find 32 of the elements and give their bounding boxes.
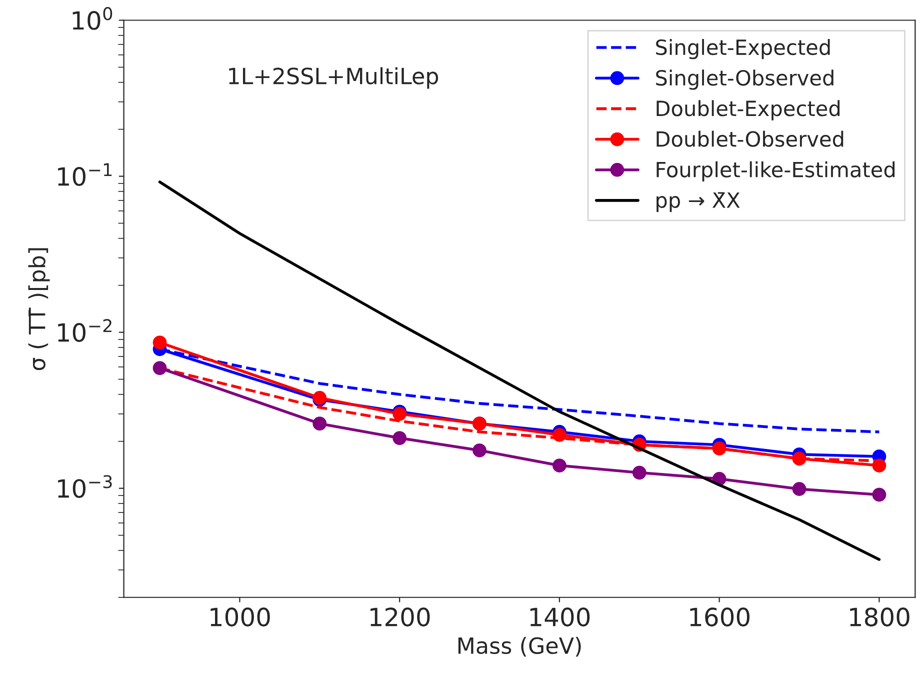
line-series <box>158 180 881 561</box>
point <box>872 458 886 472</box>
point <box>552 428 566 442</box>
point <box>552 458 566 472</box>
point <box>392 431 407 445</box>
y-tick-label: 10$^{−2}$ <box>58 319 112 342</box>
legend-label: Singlet-Observed <box>656 70 834 90</box>
point <box>872 488 886 502</box>
point <box>472 443 486 458</box>
y-tick-label: 10$^{−3}$ <box>58 475 112 498</box>
point <box>792 452 806 466</box>
x-tick-label: 1800 <box>850 608 910 626</box>
legend-label: Singlet-Expected <box>656 39 830 60</box>
x-tick-label: 1400 <box>530 608 590 626</box>
point <box>632 466 646 480</box>
x-tick-label: 1600 <box>690 608 750 626</box>
annotation: 1L+2SSL+MultiLep <box>229 67 438 89</box>
point <box>312 416 327 431</box>
y-tick-label: 10$^{0}$ <box>72 7 112 30</box>
legend-label: Fourplet-like-Estimated <box>656 161 895 182</box>
x-axis-title: Mass (GeV) <box>458 636 581 657</box>
legend-label: pp → X̄X <box>656 192 740 212</box>
legend-label: Doublet-Observed <box>656 130 844 147</box>
y-axis-title: σ ( TT̄ )[pb] <box>28 248 50 370</box>
point <box>792 482 806 496</box>
x-tick-label: 1200 <box>370 608 430 626</box>
y-tick-label: 10$^{−1}$ <box>58 163 112 186</box>
point <box>152 361 167 375</box>
legend-label: Doublet-Expected <box>656 100 840 120</box>
x-tick-label: 1000 <box>210 608 270 626</box>
point <box>712 442 726 456</box>
point <box>152 336 167 350</box>
